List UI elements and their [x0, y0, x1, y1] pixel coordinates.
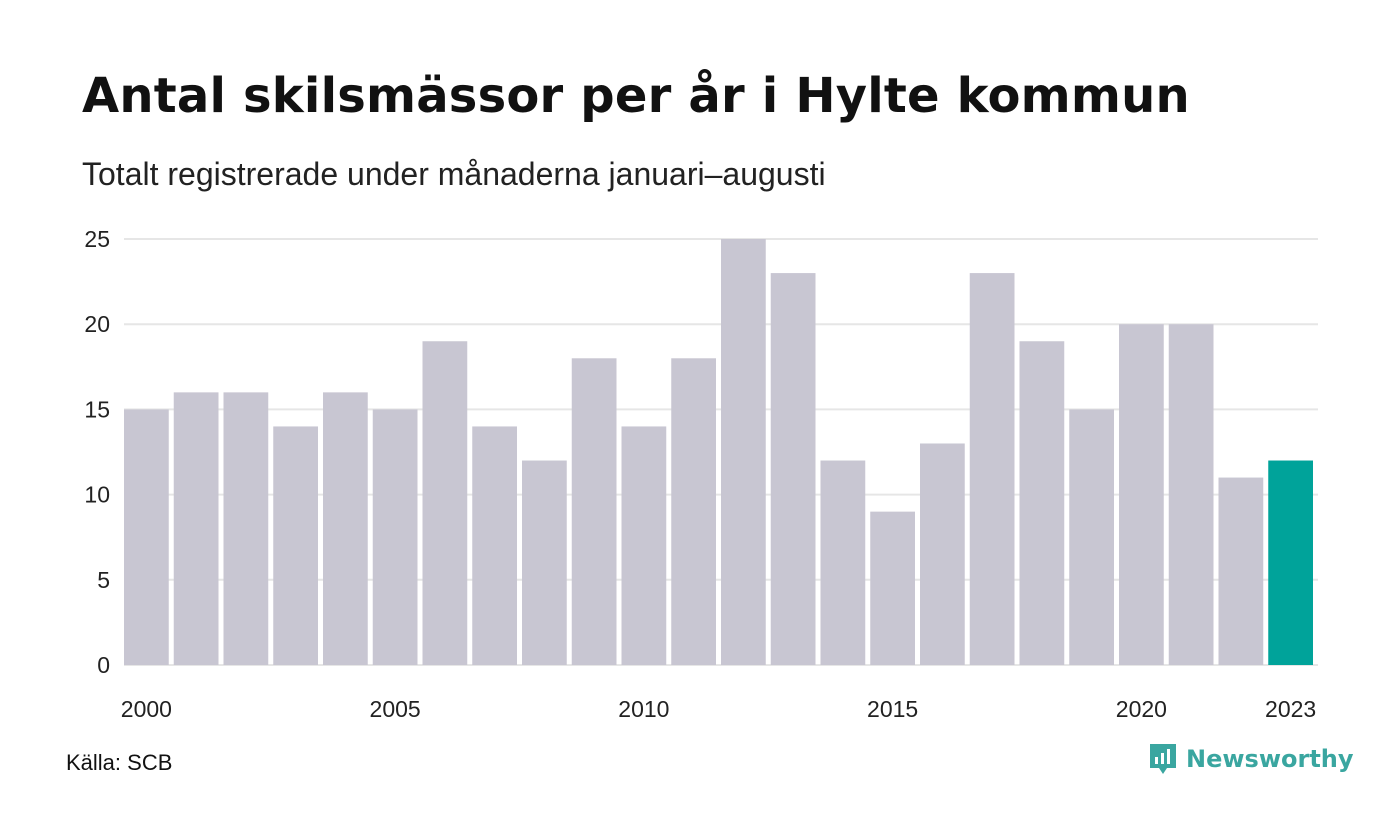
y-tick-label: 0 [97, 652, 110, 678]
bar-2001 [173, 392, 219, 665]
x-tick-label: 2005 [370, 696, 421, 722]
bar-2010 [621, 426, 667, 665]
bar-2017 [969, 273, 1015, 665]
source-note: Källa: SCB [66, 750, 173, 775]
y-axis-ticks: 0 5 10 15 20 25 [84, 226, 110, 678]
bar-2012 [721, 239, 766, 665]
bar-2009 [571, 358, 617, 665]
bar-2004 [323, 392, 368, 665]
bar-2018 [1019, 341, 1065, 665]
bar-2016 [920, 443, 965, 665]
x-tick-label: 2020 [1116, 696, 1167, 722]
bar-2019 [1069, 409, 1114, 665]
bar-2005 [372, 409, 418, 665]
bar-2022 [1218, 477, 1264, 665]
bar-2013 [770, 273, 816, 665]
x-tick-label: 2010 [618, 696, 669, 722]
x-tick-label: 2000 [121, 696, 172, 722]
bar-2020 [1119, 324, 1164, 665]
bar-2003 [273, 426, 318, 665]
bar-2000 [124, 409, 169, 665]
y-tick-label: 10 [84, 482, 110, 508]
bar-2014 [820, 460, 866, 665]
x-axis-ticks: 2000 2005 2010 2015 2020 2023 [121, 696, 1316, 722]
bar-2006 [422, 341, 468, 665]
bar-2011 [671, 358, 716, 665]
brand-name: Newsworthy [1186, 745, 1354, 773]
x-tick-label: 2015 [867, 696, 918, 722]
bar-2015 [870, 511, 915, 665]
chart-subtitle: Totalt registrerade under månaderna janu… [82, 156, 826, 192]
bar-2002 [223, 392, 269, 665]
y-tick-label: 15 [84, 396, 110, 422]
chart-title: Antal skilsmässor per år i Hylte kommun [82, 68, 1190, 124]
y-tick-label: 5 [97, 567, 110, 593]
brand-logo: Newsworthy [1148, 742, 1354, 776]
y-tick-label: 20 [84, 311, 110, 337]
newsworthy-logo-icon [1150, 744, 1176, 774]
bar-2008 [522, 460, 567, 665]
bar-chart: 0 5 10 15 20 25 2000 2005 2010 2015 2020 2023 [84, 226, 1318, 722]
bar-2023 [1268, 460, 1313, 665]
x-tick-label: 2023 [1265, 696, 1316, 722]
bar-2007 [472, 426, 517, 665]
bars [124, 239, 1313, 665]
y-tick-label: 25 [84, 226, 110, 252]
bar-2021 [1168, 324, 1214, 665]
